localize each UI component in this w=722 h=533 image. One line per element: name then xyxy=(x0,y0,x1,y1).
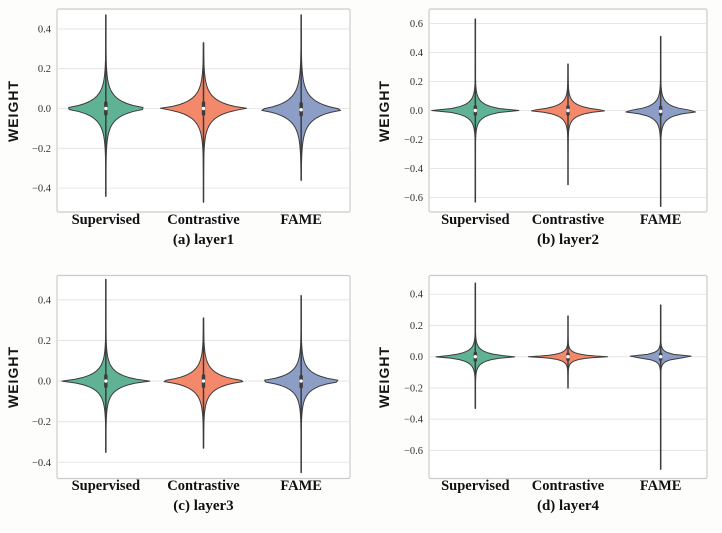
x-category-labels: Supervised Contrastive FAME xyxy=(57,478,350,495)
y-tick-label: −0.4 xyxy=(404,164,424,175)
violin-contrastive xyxy=(528,315,608,389)
panel-caption-c: (c) layer3 xyxy=(173,498,234,514)
y-tick-label: −0.2 xyxy=(32,144,51,155)
median-dot xyxy=(566,108,570,113)
violin-fame xyxy=(625,35,696,207)
x-category-labels: Supervised Contrastive FAME xyxy=(429,212,707,229)
violin-plot-layer1: 0.4 0.2 0.0 −0.2 −0.4 xyxy=(32,8,351,213)
y-tick-label: −0.2 xyxy=(404,383,423,394)
y-tick-label: 0.0 xyxy=(410,106,423,117)
y-tick-label: −0.6 xyxy=(404,446,423,457)
y-tick-label: 0.2 xyxy=(38,64,51,75)
median-dot xyxy=(104,106,108,111)
violin-supervised xyxy=(431,18,520,203)
y-tick-label: 0.4 xyxy=(410,48,424,59)
y-tick-label: −0.4 xyxy=(404,415,424,426)
panel-layer4: 0.4 0.2 0.0 −0.2 −0.4 −0.6 WEIGHT Supervised … xyxy=(361,266,722,533)
category-label-fame: FAME xyxy=(639,212,682,228)
y-tick-label: −0.2 xyxy=(404,135,423,146)
category-label-fame: FAME xyxy=(280,212,322,228)
y-axis-title: WEIGHT xyxy=(374,9,394,212)
violin-plot-layer2: 0.6 0.4 0.2 0.0 −0.2 −0.4 −0.6 xyxy=(404,8,708,213)
y-axis-title: WEIGHT xyxy=(3,275,23,478)
x-category-labels: Supervised Contrastive FAME xyxy=(429,478,707,495)
panel-caption-b: (b) layer2 xyxy=(536,232,600,248)
x-category-labels: Supervised Contrastive FAME xyxy=(57,212,350,229)
y-tick-label: 0.2 xyxy=(410,77,423,88)
y-tick-label: −0.4 xyxy=(32,184,52,195)
y-axis-title-text: WEIGHT xyxy=(5,79,21,142)
panel-layer1: 0.4 0.2 0.0 −0.2 −0.4 WEIGHT Supervised Cont… xyxy=(0,0,361,266)
category-label-supervised: Supervised xyxy=(71,478,141,494)
category-label-contrastive: Contrastive xyxy=(167,212,240,228)
violin-supervised xyxy=(68,14,144,197)
y-tick-label: 0.0 xyxy=(410,352,423,363)
median-dot xyxy=(473,355,478,359)
panel-layer2: 0.6 0.4 0.2 0.0 −0.2 −0.4 −0.6 WEIGHT Supervis… xyxy=(361,0,722,266)
y-tick-label: 0.0 xyxy=(38,104,51,115)
violin-contrastive xyxy=(531,63,605,186)
median-dot xyxy=(299,379,303,383)
median-dot xyxy=(201,106,206,111)
violin-fame xyxy=(261,14,342,181)
y-tick-label: 0.2 xyxy=(38,336,51,347)
y-axis-title-text: WEIGHT xyxy=(376,345,392,408)
median-dot xyxy=(299,108,303,112)
median-dot xyxy=(473,108,478,113)
violin-plot-layer3: 0.4 0.2 0.0 −0.2 −0.4 xyxy=(32,274,351,480)
y-tick-label: −0.4 xyxy=(32,458,52,469)
y-tick-label: −0.6 xyxy=(404,193,423,204)
y-axis-title: WEIGHT xyxy=(374,275,394,478)
violin-plot-layer4: 0.4 0.2 0.0 −0.2 −0.4 −0.6 xyxy=(404,274,708,480)
category-label-supervised: Supervised xyxy=(71,212,141,228)
y-tick-label: 0.4 xyxy=(410,290,424,301)
panel-caption-d: (d) layer4 xyxy=(536,498,600,514)
median-dot xyxy=(566,355,570,359)
violin-supervised xyxy=(435,282,516,409)
violin-supervised xyxy=(61,278,151,453)
y-axis-title: WEIGHT xyxy=(3,9,23,212)
violin-contrastive xyxy=(163,317,244,449)
violin-fame xyxy=(629,304,692,470)
violin-contrastive xyxy=(159,42,248,203)
panel-caption-a: (a) layer1 xyxy=(172,232,235,248)
category-label-supervised: Supervised xyxy=(441,212,510,228)
y-tick-label: −0.2 xyxy=(32,417,51,428)
y-tick-label: 0.2 xyxy=(410,321,423,332)
category-label-contrastive: Contrastive xyxy=(167,478,240,494)
category-label-supervised: Supervised xyxy=(441,478,510,494)
category-label-fame: FAME xyxy=(639,478,682,494)
median-dot xyxy=(658,355,663,359)
y-axis-title-text: WEIGHT xyxy=(5,345,21,408)
median-dot xyxy=(201,379,206,383)
y-tick-label: 0.4 xyxy=(38,295,52,306)
y-axis-title-text: WEIGHT xyxy=(376,79,392,142)
panel-layer3: 0.4 0.2 0.0 −0.2 −0.4 WEIGHT Supervised Cont… xyxy=(0,266,361,533)
violin-fame xyxy=(264,295,339,474)
y-tick-label: 0.0 xyxy=(38,377,51,388)
median-dot xyxy=(658,109,663,114)
y-tick-label: 0.6 xyxy=(410,19,423,30)
category-label-contrastive: Contrastive xyxy=(531,478,605,494)
category-label-fame: FAME xyxy=(280,478,322,494)
y-tick-label: 0.4 xyxy=(38,24,52,35)
category-label-contrastive: Contrastive xyxy=(531,212,605,228)
median-dot xyxy=(104,379,108,383)
